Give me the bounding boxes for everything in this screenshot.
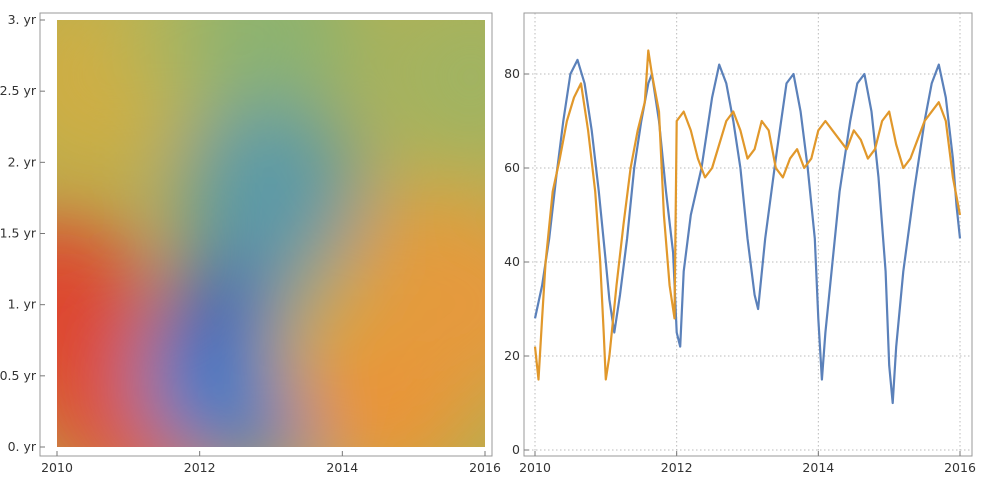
line-y-tick-label: 40 xyxy=(504,254,520,269)
heatmap-y-tick-label: 3. yr xyxy=(8,12,37,27)
heatmap-cell xyxy=(387,214,485,395)
line-y-tick-label: 80 xyxy=(504,66,520,81)
line-y-tick-label: 60 xyxy=(504,160,520,175)
heatmap-cell xyxy=(181,100,361,281)
heatmap-cell xyxy=(181,20,361,125)
line-x-tick-label: 2014 xyxy=(802,460,834,475)
heatmap-y-tick-label: 2. yr xyxy=(8,154,37,169)
line-y-tick-label: 0 xyxy=(512,442,520,457)
line-chart-frame xyxy=(523,12,973,457)
heatmap-x-tick-label: 2012 xyxy=(184,460,216,475)
line-x-tick-label: 2016 xyxy=(944,460,976,475)
heatmap-y-tick-label: 1.5 yr xyxy=(0,226,37,241)
heatmap-cell xyxy=(380,20,485,167)
line-x-tick-label: 2012 xyxy=(661,460,693,475)
heatmap-x-tick-label: 2010 xyxy=(41,460,73,475)
line-chart: 2010 2012 2014 2016 0 20 40 60 80 xyxy=(504,12,976,475)
line-x-tick-label: 2010 xyxy=(519,460,551,475)
heatmap-y-tick-label: 0.5 yr xyxy=(0,368,37,383)
heatmap-chart: 2010 2012 2014 2016 0. yr 0.5 yr 1. yr 1.5 yr 2… xyxy=(0,12,501,475)
heatmap-x-tick-label: 2016 xyxy=(469,460,501,475)
heatmap-y-tick-label: 0. yr xyxy=(8,439,37,454)
heatmap-y-tick-label: 1. yr xyxy=(8,297,37,312)
series-1-line xyxy=(533,58,962,405)
heatmap-x-tick-label: 2014 xyxy=(326,460,358,475)
heatmap-frame xyxy=(39,12,493,457)
heatmap-y-tick-label: 2.5 yr xyxy=(0,83,37,98)
line-y-tick-label: 20 xyxy=(504,348,520,363)
series-2-line xyxy=(533,49,962,381)
